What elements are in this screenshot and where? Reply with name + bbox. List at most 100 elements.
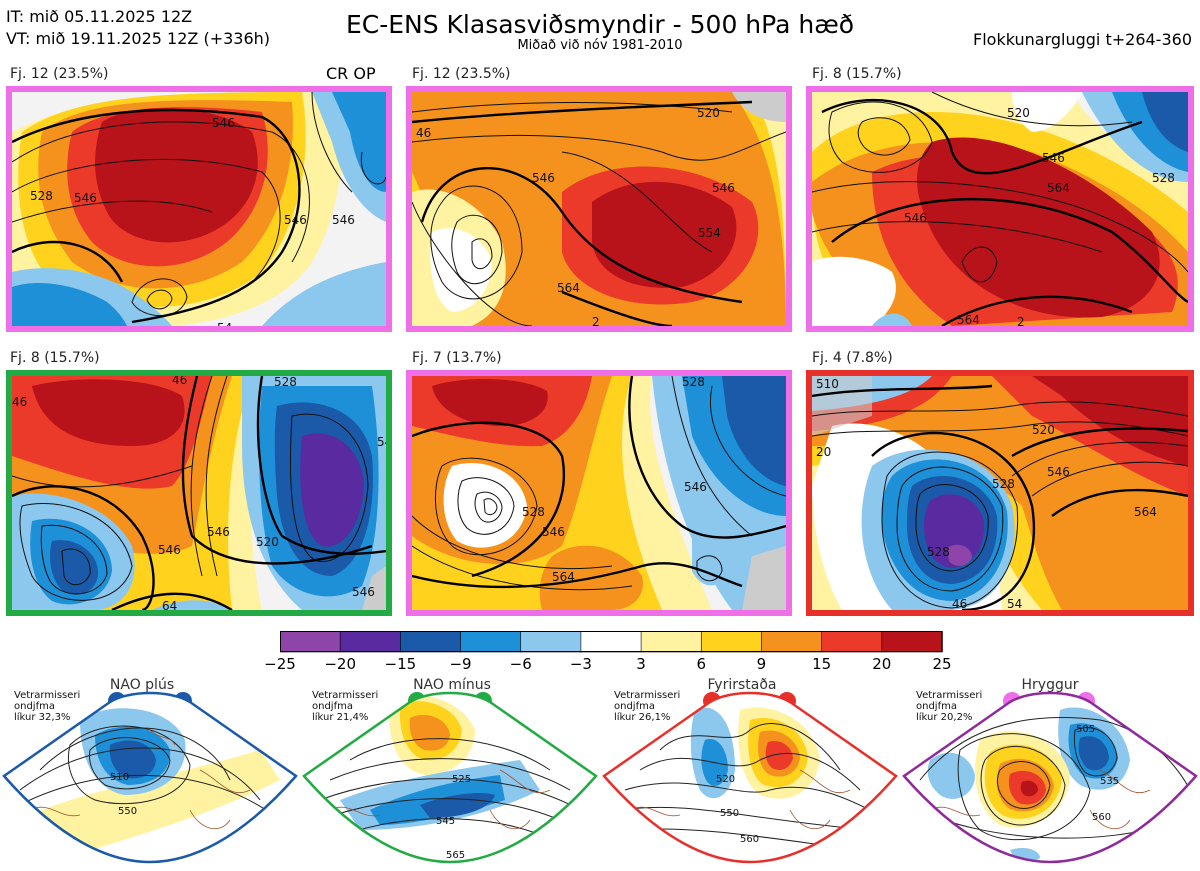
contour-label: 546 xyxy=(684,480,707,494)
contour-label: 46 xyxy=(12,395,27,409)
contour-label: 46 xyxy=(416,126,431,140)
contour-label: 520 xyxy=(1007,106,1030,120)
init-time: IT: mið 05.11.2025 12Z xyxy=(6,7,193,26)
contour-label: 546 xyxy=(904,211,927,225)
contour-label: 528 xyxy=(682,376,705,389)
contour-label: 546 xyxy=(332,213,355,227)
regime-contour-label: 550 xyxy=(720,808,739,819)
contour-label: 546 xyxy=(352,585,375,599)
contour-label: 564 xyxy=(957,313,980,326)
contour-label: 546 xyxy=(74,191,97,205)
colorbar-cell xyxy=(520,631,582,653)
contour-label: 546 xyxy=(532,171,555,185)
regime-3-map: 520 550 560 xyxy=(602,691,898,864)
contour-label: 546 xyxy=(284,213,307,227)
colorbar-cell xyxy=(339,631,402,653)
colorbar-tick-label: −3 xyxy=(569,655,592,673)
contour-label: 46 xyxy=(172,376,187,387)
regime-4-map: 505 535 560 xyxy=(902,691,1198,864)
contour-label: 520 xyxy=(256,535,279,549)
regime-contour-label: 520 xyxy=(716,774,735,785)
colorbar-tick-label: 3 xyxy=(636,655,646,673)
contour-label: 528 xyxy=(927,545,950,559)
contour-label: 520 xyxy=(697,106,720,120)
contour-label: 54 xyxy=(1007,597,1022,610)
page-subtitle: Miðað við nóv 1981-2010 xyxy=(517,38,683,53)
regime-2-info: Vetrarmisseri ondjfma líkur 21,4% xyxy=(312,690,379,723)
colorbar-tick-label: −6 xyxy=(509,655,532,673)
contour-label: 546 xyxy=(712,181,735,195)
panel-5-label: Fj. 7 (13.7%) xyxy=(412,350,502,366)
panel-6-label: Fj. 4 (7.8%) xyxy=(812,350,893,366)
contour-label: 46 xyxy=(952,597,967,610)
regime-contour-label: 565 xyxy=(446,850,465,861)
regime-4-info: Vetrarmisseri ondjfma líkur 20,2% xyxy=(916,690,983,723)
contour-label: 564 xyxy=(552,570,575,584)
page-title: EC-ENS Klasasviðsmyndir - 500 hPa hæð xyxy=(345,10,855,39)
colorbar-cell xyxy=(280,631,341,653)
cluster-panel-6: 510 20 528 520 546 564 528 46 54 xyxy=(806,370,1194,616)
regime-contour-label: 545 xyxy=(436,816,455,827)
regime-1-title: NAO plús xyxy=(109,677,175,693)
regime-1-map: 510 550 xyxy=(2,691,298,864)
colorbar xyxy=(280,631,943,653)
contour-label: 2 xyxy=(1017,315,1025,326)
colorbar-tick-label: 15 xyxy=(812,655,832,673)
regime-contour-label: 560 xyxy=(740,834,759,845)
contour-label: 528 xyxy=(30,189,53,203)
contour-label: 546 xyxy=(212,116,235,130)
cr-op-label: CR OP xyxy=(326,64,376,83)
panel-1-label: Fj. 12 (23.5%) xyxy=(10,66,109,82)
colorbar-cell xyxy=(400,631,462,653)
regime-2-map: 525 545 565 xyxy=(302,691,598,864)
regime-1-info: Vetrarmisseri ondjfma líkur 32,3% xyxy=(14,690,81,723)
regime-contour-label: 505 xyxy=(1076,724,1095,735)
contour-label: 528 xyxy=(274,376,297,389)
regime-4-title: Hryggur xyxy=(1021,677,1079,693)
header-times: IT: mið 05.11.2025 12Z VT: mið 19.11.202… xyxy=(6,6,270,50)
contour-label: 546 xyxy=(207,525,230,539)
contour-label: 554 xyxy=(698,226,721,240)
contour-label: 546 xyxy=(377,435,386,449)
contour-label: 528 xyxy=(1152,171,1175,185)
contour-label: 564 xyxy=(1047,181,1070,195)
contour-label: 546 xyxy=(1047,465,1070,479)
contour-label: 520 xyxy=(1032,423,1055,437)
panel-2-label: Fj. 12 (23.5%) xyxy=(412,66,511,82)
colorbar-tick-label: −25 xyxy=(264,655,296,673)
cluster-panel-1: 528 546 546 546 546 54 xyxy=(6,86,392,332)
regime-contour-label: 535 xyxy=(1100,776,1119,787)
contour-label: 528 xyxy=(522,505,545,519)
colorbar-tick-label: −15 xyxy=(384,655,417,673)
colorbar-tick-label: 20 xyxy=(872,655,892,673)
colorbar-cell xyxy=(460,631,522,653)
valid-time: VT: mið 19.11.2025 12Z (+336h) xyxy=(6,29,271,48)
cluster-panel-5: 528 528 546 546 564 xyxy=(406,370,792,616)
regime-contour-label: 560 xyxy=(1092,812,1111,823)
contour-label: 528 xyxy=(992,477,1015,491)
colorbar-tick-label: 9 xyxy=(756,655,767,673)
colorbar-cell xyxy=(881,631,943,653)
contour-label: 546 xyxy=(1042,151,1065,165)
colorbar-cell xyxy=(700,631,763,653)
contour-label: 2 xyxy=(592,315,600,326)
colorbar-tick-label: −9 xyxy=(449,655,472,673)
classification-window: Flokkunargluggi t+264-360 xyxy=(973,30,1192,49)
contour-label: 564 xyxy=(1134,505,1157,519)
colorbar-tick-label: −20 xyxy=(324,655,356,673)
regime-contour-label: 525 xyxy=(452,774,471,785)
colorbar-cell xyxy=(821,631,883,653)
colorbar-cell xyxy=(580,631,642,653)
regime-contour-label: 550 xyxy=(118,806,137,817)
contour-label: 510 xyxy=(816,377,839,391)
panel-3-label: Fj. 8 (15.7%) xyxy=(812,66,902,82)
colorbar-cell xyxy=(761,631,823,653)
panel-4-label: Fj. 8 (15.7%) xyxy=(10,350,100,366)
cluster-panel-2: 520 46 546 546 554 564 2 xyxy=(406,86,792,332)
regime-contour-label: 510 xyxy=(110,772,129,783)
regime-3-info: Vetrarmisseri ondjfma líkur 26,1% xyxy=(614,690,681,723)
contour-label: 64 xyxy=(162,599,177,610)
contour-label: 54 xyxy=(217,321,232,326)
colorbar-cell xyxy=(640,631,703,653)
contour-label: 564 xyxy=(557,281,580,295)
